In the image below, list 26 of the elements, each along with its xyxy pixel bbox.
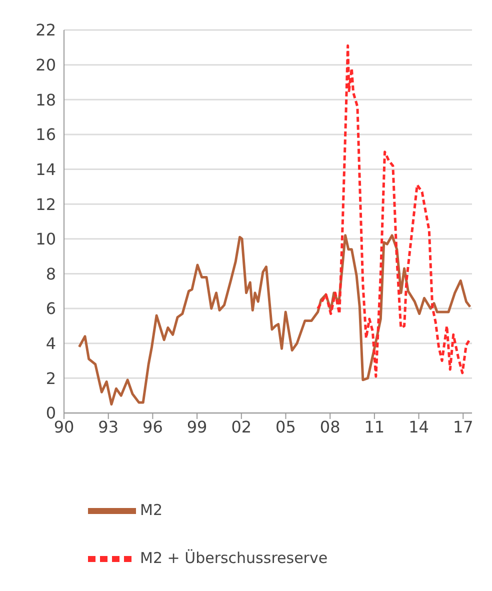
y-tick-label: 8 bbox=[46, 264, 56, 284]
x-tick-label: 05 bbox=[276, 417, 296, 436]
y-tick-label: 22 bbox=[36, 20, 56, 40]
x-tick-label: 99 bbox=[186, 417, 208, 436]
y-tick-label: 2 bbox=[46, 368, 56, 388]
y-tick-label: 12 bbox=[36, 194, 56, 214]
x-tick-label: 14 bbox=[408, 417, 429, 436]
y-tick-label: 18 bbox=[36, 90, 56, 110]
line-series bbox=[316, 44, 471, 378]
x-tick-label: 96 bbox=[142, 417, 163, 436]
y-tick-label: 0 bbox=[46, 404, 56, 423]
y-tick-label: 16 bbox=[36, 125, 56, 144]
legend-label: M2 bbox=[140, 501, 162, 520]
legend-label: M2 + Überschussreserve bbox=[140, 549, 328, 568]
y-tick-label: 4 bbox=[46, 334, 56, 354]
x-tick-label: 11 bbox=[364, 417, 385, 436]
x-tick-label: 02 bbox=[231, 417, 252, 436]
y-tick-label: 6 bbox=[46, 299, 56, 318]
y-tick-label: 10 bbox=[36, 230, 56, 249]
y-tick-label: 14 bbox=[36, 160, 56, 179]
line-series bbox=[78, 234, 472, 406]
x-tick-label: 17 bbox=[452, 417, 474, 436]
y-tick-label: 20 bbox=[36, 56, 56, 74]
x-tick-label: 93 bbox=[98, 417, 119, 436]
x-tick-label: 90 bbox=[54, 417, 74, 436]
x-tick-label: 08 bbox=[320, 417, 340, 436]
